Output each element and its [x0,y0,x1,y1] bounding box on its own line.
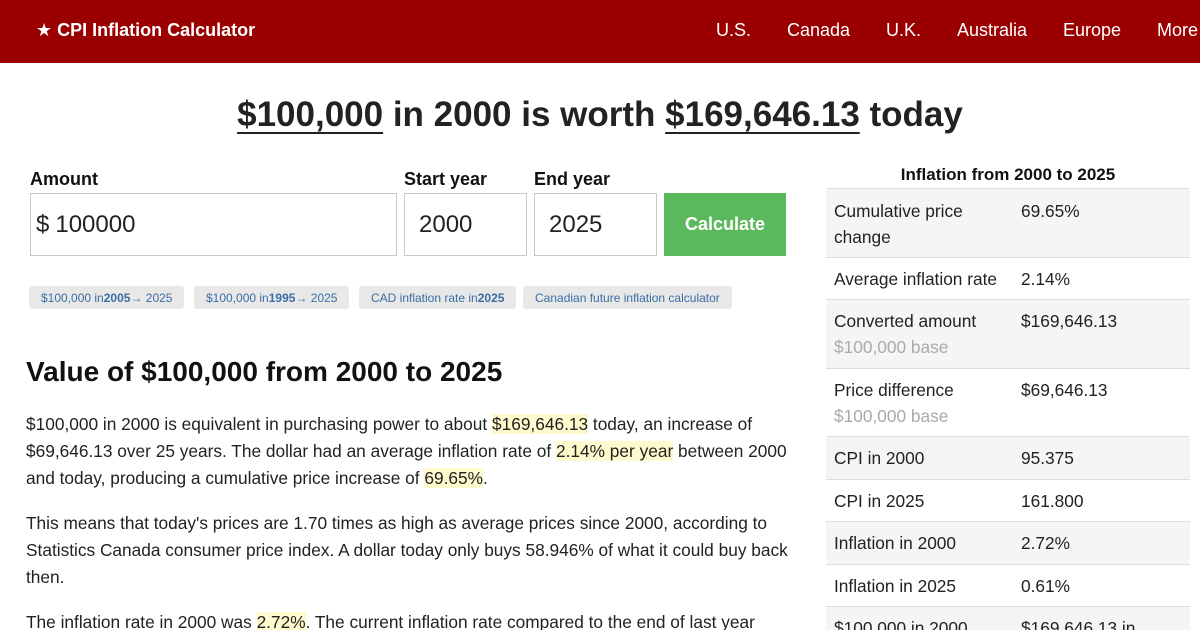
row-sublabel: $100,000 base [834,406,949,426]
table-title: Inflation from 2000 to 2025 [826,160,1190,189]
inflation-paragraph: The inflation rate in 2000 was 2.72%. Th… [26,609,791,630]
table-row: CPI in 2000 95.375 [826,437,1190,480]
para-text: . [482,468,488,488]
end-year-label: End year [534,169,611,189]
link-future-inflation-calculator[interactable]: Canadian future inflation calculator [523,286,732,309]
star-icon: ★ [36,20,53,40]
calculate-button[interactable]: Calculate [664,193,786,256]
para-text: The inflation rate in 2000 was [26,612,257,630]
row-value: 161.800 [1021,491,1084,511]
para-text: $100,000 in 2000 is equivalent in purcha… [26,414,492,434]
row-value: 2.72% [1021,533,1071,553]
headline-worth: $169,646.13 [665,95,860,134]
end-year-value: 2025 [549,210,603,238]
headline-end: today [859,95,963,134]
para-text: today, an increase of $69,646.13 over 25… [26,414,753,461]
link-text: $100,000 in [41,290,104,305]
summary-paragraph: $100,000 in 2000 is equivalent in purcha… [26,411,791,492]
link-year: 2025 [477,290,505,305]
table-row: CPI in 2025 161.800 [826,480,1190,522]
row-sublabel: $100,000 base [834,337,949,357]
link-2005-to-2025[interactable]: $100,000 in 2005 → 2025 [29,286,185,309]
headline-mid: in 2000 is worth [383,95,666,134]
dollar-prefix: $ [36,210,50,238]
amount-value: 100000 [55,210,136,238]
highlight-cumulative: 69.65% [424,468,483,488]
link-text-end: → 2025 [295,290,338,305]
headline-amount: $100,000 [237,95,384,134]
start-year-value: 2000 [419,210,473,238]
site-brand-link[interactable]: ★ CPI Inflation Calculator [36,20,255,41]
highlight-rate-2000: 2.72% [256,612,306,630]
row-value: $169,646.13 in [1021,618,1136,630]
row-label: Inflation in 2025 [834,576,957,596]
row-value: 0.61% [1021,576,1071,596]
row-label: Converted amount $100,000 base [826,308,1021,368]
highlight-converted: $169,646.13 [491,414,589,434]
link-text: $100,000 in [206,290,269,305]
nav-us[interactable]: U.S. [716,20,752,40]
table-row: Inflation in 2025 0.61% [826,565,1190,607]
link-text: Canadian future inflation calculator [535,290,720,305]
start-year-label: Start year [404,169,488,189]
link-text: CAD inflation rate in [371,290,478,305]
row-value: $69,646.13 [1021,380,1108,400]
link-text-end: → 2025 [130,290,173,305]
table-row: Inflation in 2000 2.72% [826,522,1190,565]
row-label: $100,000 in 2000 [834,618,968,630]
highlight-avg-rate: 2.14% per year [556,441,674,461]
nav-more[interactable]: More [1157,20,1199,40]
amount-label: Amount [30,169,98,189]
table-row: Converted amount $100,000 base $169,646.13 [826,300,1190,369]
para-text: between 2000 and today, producing a cumu… [26,441,787,488]
table-row: Average inflation rate 2.14% [826,258,1190,300]
row-label: Average inflation rate [834,269,997,289]
row-label: Inflation in 2000 [834,533,957,553]
nav-australia[interactable]: Australia [957,20,1028,40]
row-label: CPI in 2025 [834,491,925,511]
link-year: 2005 [103,290,131,305]
start-year-input[interactable]: 2000 [404,193,527,256]
row-value: 2.14% [1021,269,1071,289]
link-1995-to-2025[interactable]: $100,000 in 1995 → 2025 [194,286,350,309]
nav-uk[interactable]: U.K. [886,20,922,40]
page-headline: $100,000 in 2000 is worth $169,646.13 to… [0,95,1200,135]
row-label: CPI in 2000 [834,448,925,468]
table-row: $100,000 in 2000 $169,646.13 in [826,607,1190,630]
link-cad-inflation-rate[interactable]: CAD inflation rate in 2025 [359,286,517,309]
row-label: Price difference $100,000 base [826,377,1021,436]
para-text: . The current inflation rate compared to… [305,612,755,630]
row-label-text: Price difference [834,380,954,400]
link-year: 1995 [268,290,296,305]
brand-label: CPI Inflation Calculator [57,20,256,40]
row-label: Cumulative price change [834,201,963,247]
section-title: Value of $100,000 from 2000 to 2025 [26,356,503,387]
explanation-paragraph: This means that today's prices are 1.70 … [26,513,788,587]
top-navbar: ★ CPI Inflation Calculator U.S. Canada U.… [0,0,1200,63]
nav-canada[interactable]: Canada [787,20,851,40]
inflation-summary-table: Inflation from 2000 to 2025 Cumulative p… [826,160,1190,630]
row-label-text: Converted amount [834,311,977,331]
table-row: Price difference $100,000 base $69,646.13 [826,369,1190,437]
row-value: $169,646.13 [1021,311,1118,331]
amount-input[interactable]: $100000 [30,193,397,256]
end-year-input[interactable]: 2025 [534,193,657,256]
nav-europe[interactable]: Europe [1063,20,1122,40]
table-row: Cumulative price change 69.65% [826,189,1190,258]
row-value: 95.375 [1021,448,1074,468]
row-value: 69.65% [1021,201,1080,221]
